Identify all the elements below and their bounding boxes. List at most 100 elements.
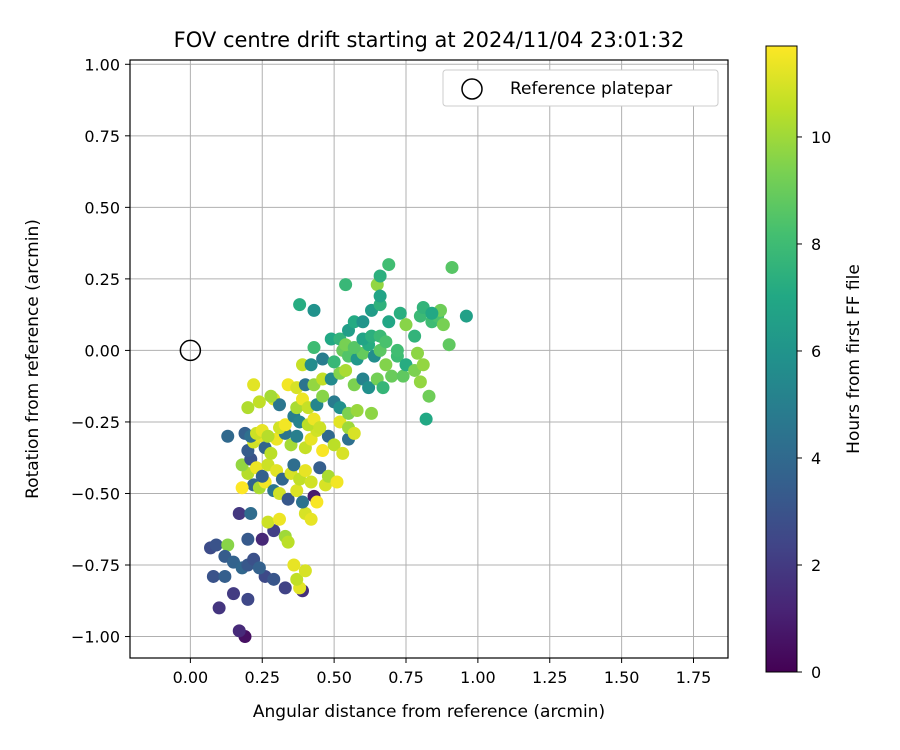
data-point [221, 429, 235, 443]
data-point [419, 412, 433, 426]
data-point [235, 481, 249, 495]
data-point [330, 475, 344, 489]
colorbar-tick-label: 0 [811, 663, 821, 682]
data-point [313, 421, 327, 435]
data-point [422, 389, 436, 403]
data-point [347, 341, 361, 355]
legend-label-reference: Reference platepar [510, 79, 672, 99]
x-tick-label: 1.00 [460, 668, 496, 687]
data-point [255, 532, 269, 546]
data-point [281, 535, 295, 549]
data-point [393, 306, 407, 320]
data-point [290, 484, 304, 498]
data-point [350, 404, 364, 418]
data-point [379, 335, 393, 349]
data-point [459, 309, 473, 323]
colorbar-tick-label: 6 [811, 342, 821, 361]
data-point [390, 343, 404, 357]
data-point [298, 564, 312, 578]
data-point [382, 315, 396, 329]
data-point [293, 298, 307, 312]
data-point [261, 515, 275, 529]
data-point [255, 469, 269, 483]
data-point [376, 381, 390, 395]
data-point [290, 572, 304, 586]
data-point [290, 429, 304, 443]
y-tick-label: 0.50 [84, 198, 120, 217]
data-point [382, 258, 396, 272]
y-tick-label: 1.00 [84, 55, 120, 74]
data-point [278, 581, 292, 595]
data-point [218, 569, 232, 583]
data-point [436, 318, 450, 332]
data-point [206, 569, 220, 583]
colorbar-ticks: 0 2 4 6 8 10 [797, 128, 831, 682]
data-point [221, 538, 235, 552]
legend: Reference platepar [442, 69, 719, 107]
data-point [445, 260, 459, 274]
data-point [264, 389, 278, 403]
data-point [252, 395, 266, 409]
data-point [385, 369, 399, 383]
data-point [379, 358, 393, 372]
data-point [298, 464, 312, 478]
data-point [267, 572, 281, 586]
data-point [241, 592, 255, 606]
colorbar-tick-label: 4 [811, 449, 821, 468]
x-axis-label: Angular distance from reference (arcmin) [253, 702, 605, 722]
data-point [287, 558, 301, 572]
data-point [241, 401, 255, 415]
reference-platepar-marker [179, 339, 202, 362]
data-point [365, 406, 378, 420]
data-point [339, 363, 353, 377]
data-point [227, 587, 240, 601]
data-point [241, 532, 255, 546]
x-tick-label: 0.75 [388, 668, 424, 687]
legend-reference-marker-icon [461, 78, 483, 100]
data-point [278, 418, 292, 432]
x-tick-label: 0.25 [244, 668, 280, 687]
chart-title: FOV centre drift starting at 2024/11/04 … [174, 28, 685, 52]
data-point [442, 338, 456, 352]
colorbar: 0 2 4 6 8 10 Hours from first FF file [765, 45, 864, 682]
data-point [273, 398, 286, 412]
y-tick-label: 0.75 [84, 127, 120, 146]
data-point [347, 426, 361, 440]
x-tick-label: 1.50 [604, 668, 640, 687]
colorbar-tick-label: 8 [811, 235, 821, 254]
y-tick-label: −0.75 [71, 556, 120, 575]
x-tick-label: 1.75 [676, 668, 712, 687]
y-axis-label: Rotation from reference (arcmin) [23, 219, 43, 499]
data-point [307, 303, 321, 317]
colorbar-label: Hours from first FF file [844, 264, 864, 454]
x-tick-label: 1.25 [532, 668, 568, 687]
data-point [304, 358, 318, 372]
data-point [373, 269, 387, 283]
data-points [204, 258, 473, 644]
data-point [316, 352, 330, 366]
data-point [287, 458, 301, 472]
y-tick-label: 0.25 [84, 270, 120, 289]
data-point [316, 389, 330, 403]
data-point [356, 315, 370, 329]
data-point [244, 507, 258, 521]
data-point [327, 438, 341, 452]
data-point [252, 561, 266, 575]
data-point [273, 512, 286, 526]
data-point [232, 624, 246, 638]
y-tick-label: −0.50 [71, 484, 120, 503]
data-point [339, 278, 353, 292]
data-point [304, 475, 318, 489]
x-tick-label: 0.00 [173, 668, 209, 687]
data-point [281, 492, 295, 506]
data-point [307, 341, 321, 355]
data-point [373, 289, 387, 303]
colorbar-tick-label: 2 [811, 556, 821, 575]
data-point [304, 512, 318, 526]
data-point [425, 306, 439, 320]
legend-box [442, 69, 719, 107]
y-tick-label: −1.00 [71, 628, 120, 647]
data-point [362, 381, 376, 395]
data-point [261, 429, 275, 443]
